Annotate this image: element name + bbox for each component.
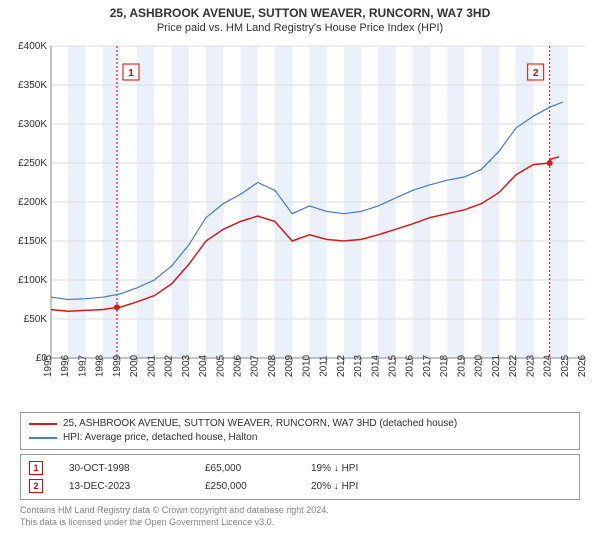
line-chart: £0£50K£100K£150K£200K£250K£300K£350K£400… (5, 38, 595, 408)
x-tick-label: 2019 (456, 354, 467, 377)
sales-table-row: 1 30-OCT-1998 £65,000 19% ↓ HPI (29, 459, 571, 477)
y-tick-label: £250K (18, 158, 47, 169)
x-tick-label: 2009 (284, 354, 295, 377)
x-tick-label: 2014 (370, 354, 381, 377)
x-tick-label: 2005 (215, 354, 226, 377)
legend-row: 25, ASHBROOK AVENUE, SUTTON WEAVER, RUNC… (29, 417, 571, 431)
sales-row-marker: 2 (29, 479, 43, 493)
x-tick-label: 2004 (198, 354, 209, 377)
x-tick-label: 2002 (164, 354, 175, 377)
x-tick-label: 2021 (491, 354, 502, 377)
footer-line-2: This data is licensed under the Open Gov… (20, 516, 580, 528)
sales-table: 1 30-OCT-1998 £65,000 19% ↓ HPI 2 13-DEC-2023… (20, 454, 580, 500)
legend-row: HPI: Average price, detached house, Halt… (29, 431, 571, 445)
x-tick-label: 1995 (43, 354, 54, 377)
x-tick-label: 1999 (112, 354, 123, 377)
chart-title: 25, ASHBROOK AVENUE, SUTTON WEAVER, RUNC… (0, 0, 600, 20)
x-tick-label: 2022 (508, 354, 519, 377)
x-tick-label: 2017 (422, 354, 433, 377)
x-tick-label: 2001 (146, 354, 157, 377)
x-tick-label: 2012 (336, 354, 347, 377)
x-tick-label: 2000 (129, 354, 140, 377)
x-tick-label: 2016 (405, 354, 416, 377)
sales-row-pct: 20% ↓ HPI (311, 481, 411, 492)
footer-attribution: Contains HM Land Registry data © Crown c… (20, 504, 580, 528)
x-tick-label: 2003 (181, 354, 192, 377)
sale-marker-number: 1 (128, 68, 134, 79)
x-tick-label: 1997 (77, 354, 88, 377)
sales-row-marker: 1 (29, 461, 43, 475)
sales-row-price: £65,000 (205, 463, 285, 474)
y-tick-label: £200K (18, 197, 47, 208)
sale-marker-number: 2 (533, 68, 539, 79)
x-tick-label: 2013 (353, 354, 364, 377)
sales-row-pct: 19% ↓ HPI (311, 463, 411, 474)
x-tick-label: 2020 (474, 354, 485, 377)
sales-table-row: 2 13-DEC-2023 £250,000 20% ↓ HPI (29, 477, 571, 495)
legend-label: 25, ASHBROOK AVENUE, SUTTON WEAVER, RUNC… (63, 417, 457, 431)
legend-label: HPI: Average price, detached house, Halt… (63, 431, 257, 445)
x-tick-label: 2011 (319, 355, 330, 377)
y-tick-label: £50K (24, 314, 48, 325)
chart-subtitle: Price paid vs. HM Land Registry's House … (0, 20, 600, 38)
x-tick-label: 2025 (560, 354, 571, 377)
y-tick-label: £300K (18, 119, 47, 130)
legend: 25, ASHBROOK AVENUE, SUTTON WEAVER, RUNC… (20, 412, 580, 450)
x-tick-label: 2006 (232, 354, 243, 377)
footer-line-1: Contains HM Land Registry data © Crown c… (20, 504, 580, 516)
legend-swatch (29, 437, 57, 439)
y-tick-label: £350K (18, 80, 47, 91)
x-tick-label: 2007 (250, 354, 261, 377)
x-tick-label: 1996 (60, 354, 71, 377)
x-tick-label: 2008 (267, 354, 278, 377)
legend-swatch (29, 423, 57, 425)
x-tick-label: 2010 (301, 354, 312, 377)
y-tick-label: £150K (18, 236, 47, 247)
sales-row-date: 30-OCT-1998 (69, 463, 179, 474)
x-tick-label: 2015 (388, 354, 399, 377)
x-tick-label: 1998 (95, 354, 106, 377)
x-tick-label: 2026 (577, 354, 588, 377)
chart-area: £0£50K£100K£150K£200K£250K£300K£350K£400… (5, 38, 595, 408)
sales-row-date: 13-DEC-2023 (69, 481, 179, 492)
x-tick-label: 2018 (439, 354, 450, 377)
x-tick-label: 2023 (525, 354, 536, 377)
sales-row-price: £250,000 (205, 481, 285, 492)
y-tick-label: £400K (18, 41, 47, 52)
x-tick-label: 2024 (543, 354, 554, 377)
y-tick-label: £100K (18, 275, 47, 286)
